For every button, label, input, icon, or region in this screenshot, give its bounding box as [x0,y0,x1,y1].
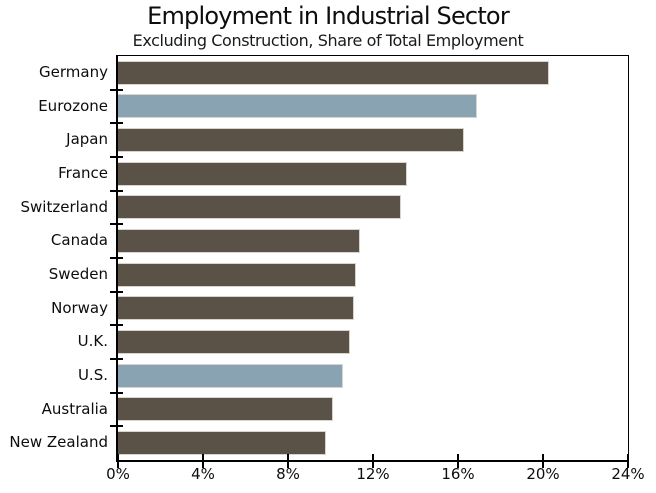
category-label-newzealand: New Zealand [9,433,108,452]
bar-switzerland [118,195,401,220]
y-axis-tick [110,257,123,259]
category-label-switzerland: Switzerland [20,197,109,216]
category-label-eurozone: Eurozone [38,96,108,115]
x-axis-tick-label: 0% [106,465,130,483]
bar-sweden [118,262,356,287]
category-label-france: France [58,164,108,182]
category-label-canada: Canada [50,231,108,250]
bar-japan [118,127,465,152]
category-label-germany: Germany [39,63,108,81]
y-axis-category-labels: Germany Eurozone Japan France Switzerland Can… [0,56,108,460]
category-label-norway: Norway [51,298,108,317]
y-axis-tick [110,88,123,91]
x-axis-tick [457,454,459,468]
y-axis-tick [110,290,123,293]
x-axis-tick-labels: 0% 4% 8% 12% 16% 20% 24% [106,465,645,489]
x-axis-tick [627,454,629,468]
bar-canada [118,228,361,253]
x-axis-tick [117,454,119,468]
x-axis-tick [287,454,289,468]
x-axis-tick-label: 16% [441,465,475,483]
x-axis-tick-label: 20% [526,465,560,483]
x-axis-tick-label: 8% [276,465,300,483]
y-axis-tick [110,156,123,158]
bar-newzealand [118,430,327,455]
bar-eurozone [118,94,478,119]
category-label-australia: Australia [41,399,108,418]
x-axis-tick-label: 4% [191,465,215,483]
category-label-us: U.S. [77,366,108,384]
x-axis-tick [202,454,204,468]
y-axis-tick [110,122,123,125]
x-axis-tick [372,454,374,468]
y-axis-tick [110,223,123,226]
bar-norway [118,296,354,321]
bar-france [118,161,407,186]
x-axis-tick-label: 12% [356,465,390,483]
y-axis-tick [110,391,123,394]
y-axis-tick [110,425,123,428]
category-label-japan: Japan [66,130,108,149]
category-label-uk: U.K. [77,332,108,351]
category-label-sweden: Sweden [48,265,108,283]
bar-us [118,363,344,388]
x-axis-tick-label: 24% [611,465,645,483]
bar-uk [118,329,350,354]
bar-australia [118,397,333,422]
bar-germany [118,60,550,85]
y-axis-tick [110,189,123,192]
y-axis-tick [110,358,123,360]
chart-title: Employment in Industrial Sector [147,2,510,30]
x-axis-tick [542,454,544,468]
plot-area [110,55,629,468]
y-axis-tick [110,324,123,327]
chart-subtitle: Excluding Construction, Share of Total E… [132,31,524,50]
